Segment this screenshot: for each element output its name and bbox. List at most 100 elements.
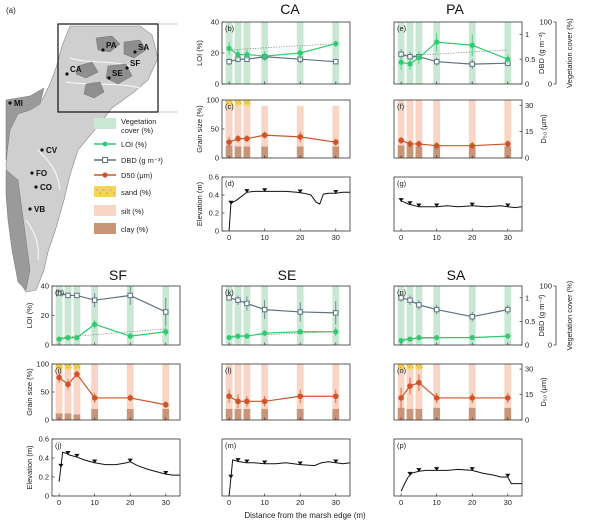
dbd-point [244, 300, 250, 307]
sand-bar [55, 364, 63, 370]
x-tick-label: 20 [296, 233, 304, 242]
loi-point [244, 51, 250, 58]
y2-tick-label: 0.5 [525, 317, 535, 326]
sampling-marker [65, 451, 71, 455]
silt-bar [332, 105, 340, 147]
d50-point [261, 132, 268, 138]
dbd-point [127, 292, 133, 299]
legend-swatch-sand-box [94, 186, 116, 197]
panel-letter: (d) [225, 179, 235, 188]
d50-point [433, 395, 440, 401]
chart-title: CA [280, 1, 300, 17]
axis-frame-bot [221, 438, 351, 497]
legend-marker [102, 157, 108, 163]
loi-point [469, 335, 475, 341]
silt-bar [73, 369, 81, 415]
sand-dot [247, 100, 249, 102]
clay-bar [468, 146, 476, 158]
mainland-left-shape [5, 169, 31, 291]
silt-bar [296, 364, 304, 409]
silt-bar [225, 364, 233, 409]
sampling-marker [416, 203, 422, 208]
site-marker [30, 171, 34, 175]
legend: Vegetation cover (%) LOI (%) DBD (g m⁻³) D50… [94, 117, 163, 234]
y2-tick-label: 1 [525, 30, 529, 39]
y2-axis-label-dbd: DBD (g m⁻³) [537, 294, 546, 336]
sand-dot [58, 366, 60, 368]
x-tick-label: 0 [227, 498, 231, 507]
y-tick-label: 50 [41, 388, 49, 397]
sampling-marker [58, 463, 64, 468]
sand-dot [106, 192, 108, 194]
clay-bar [415, 146, 423, 158]
x-tick-label: 20 [468, 498, 476, 507]
sand-dot [228, 102, 230, 104]
y2-tick-label: 30 [525, 365, 533, 374]
y-axis-label-vegetation: Vegetation cover (%) [565, 18, 574, 88]
clay-bar [261, 408, 269, 420]
chart-sf: SF (h) (i) (j) 0 10 20 30 0 20 40 LOI (%) 0 50 100Grai… [25, 267, 181, 507]
y-tick-label: 40 [41, 282, 49, 291]
dbd-point [469, 61, 475, 67]
panel-letter: (j) [55, 441, 62, 450]
y-tick-label: 0 [215, 227, 219, 236]
site-label-cv: CV [46, 146, 58, 155]
chart-title: SF [109, 267, 127, 283]
legend-label: D50 (μm) [121, 171, 153, 180]
vegetation-bar [91, 286, 99, 345]
d50-point [416, 141, 422, 147]
x-tick-label: 20 [468, 233, 476, 242]
dbd-point [407, 297, 413, 303]
sand-bar [243, 100, 251, 106]
silt-bar [397, 100, 405, 146]
elevation-profile [58, 451, 180, 482]
dbd-point [416, 302, 422, 308]
silt-bar [468, 364, 476, 408]
sand-bar [406, 364, 414, 370]
chart-title: SA [447, 267, 466, 283]
clay-bar [397, 145, 405, 158]
silt-bar [433, 100, 441, 147]
x-tick-label: 0 [399, 498, 403, 507]
panel-letter: (f) [397, 102, 405, 111]
sampling-marker [416, 468, 422, 472]
y2-tick-label: 15 [525, 127, 533, 136]
clay-bar [468, 407, 476, 420]
loi-trend-line [59, 328, 166, 338]
dbd-point [226, 58, 232, 65]
silt-bar [225, 105, 233, 146]
silt-bar [504, 100, 512, 147]
site-label-ca: CA [70, 65, 82, 74]
y-tick-label: 40 [211, 18, 219, 27]
d50-point [407, 383, 413, 389]
y-tick-label: 0.2 [39, 473, 49, 482]
loi-point [235, 51, 241, 58]
sand-dot [407, 364, 409, 366]
loi-point [226, 45, 232, 51]
y-axis-label-loi: LOI (%) [25, 302, 34, 328]
dbd-point [65, 292, 71, 299]
d50-point [74, 371, 80, 377]
x-tick-label: 30 [332, 498, 340, 507]
dbd-point [333, 310, 339, 316]
loi-point [333, 41, 339, 47]
silt-bar [332, 364, 340, 409]
legend-swatch-silt-box [94, 205, 116, 216]
sand-dot [419, 364, 421, 366]
clay-bar [504, 146, 512, 158]
sampling-marker [244, 459, 250, 464]
sand-bar [415, 364, 423, 370]
x-tick-label: 10 [260, 233, 268, 242]
loi-point [333, 329, 339, 335]
panel-letter: (h) [55, 288, 65, 297]
inset-leader [158, 23, 178, 113]
inset-box [57, 23, 159, 113]
dbd-point [56, 290, 62, 296]
silt-bar [415, 100, 423, 147]
loi-point [235, 333, 241, 339]
clay-bar [415, 408, 423, 420]
y2-tick-label: 0.5 [525, 55, 535, 64]
loi-trend-line [401, 49, 508, 57]
